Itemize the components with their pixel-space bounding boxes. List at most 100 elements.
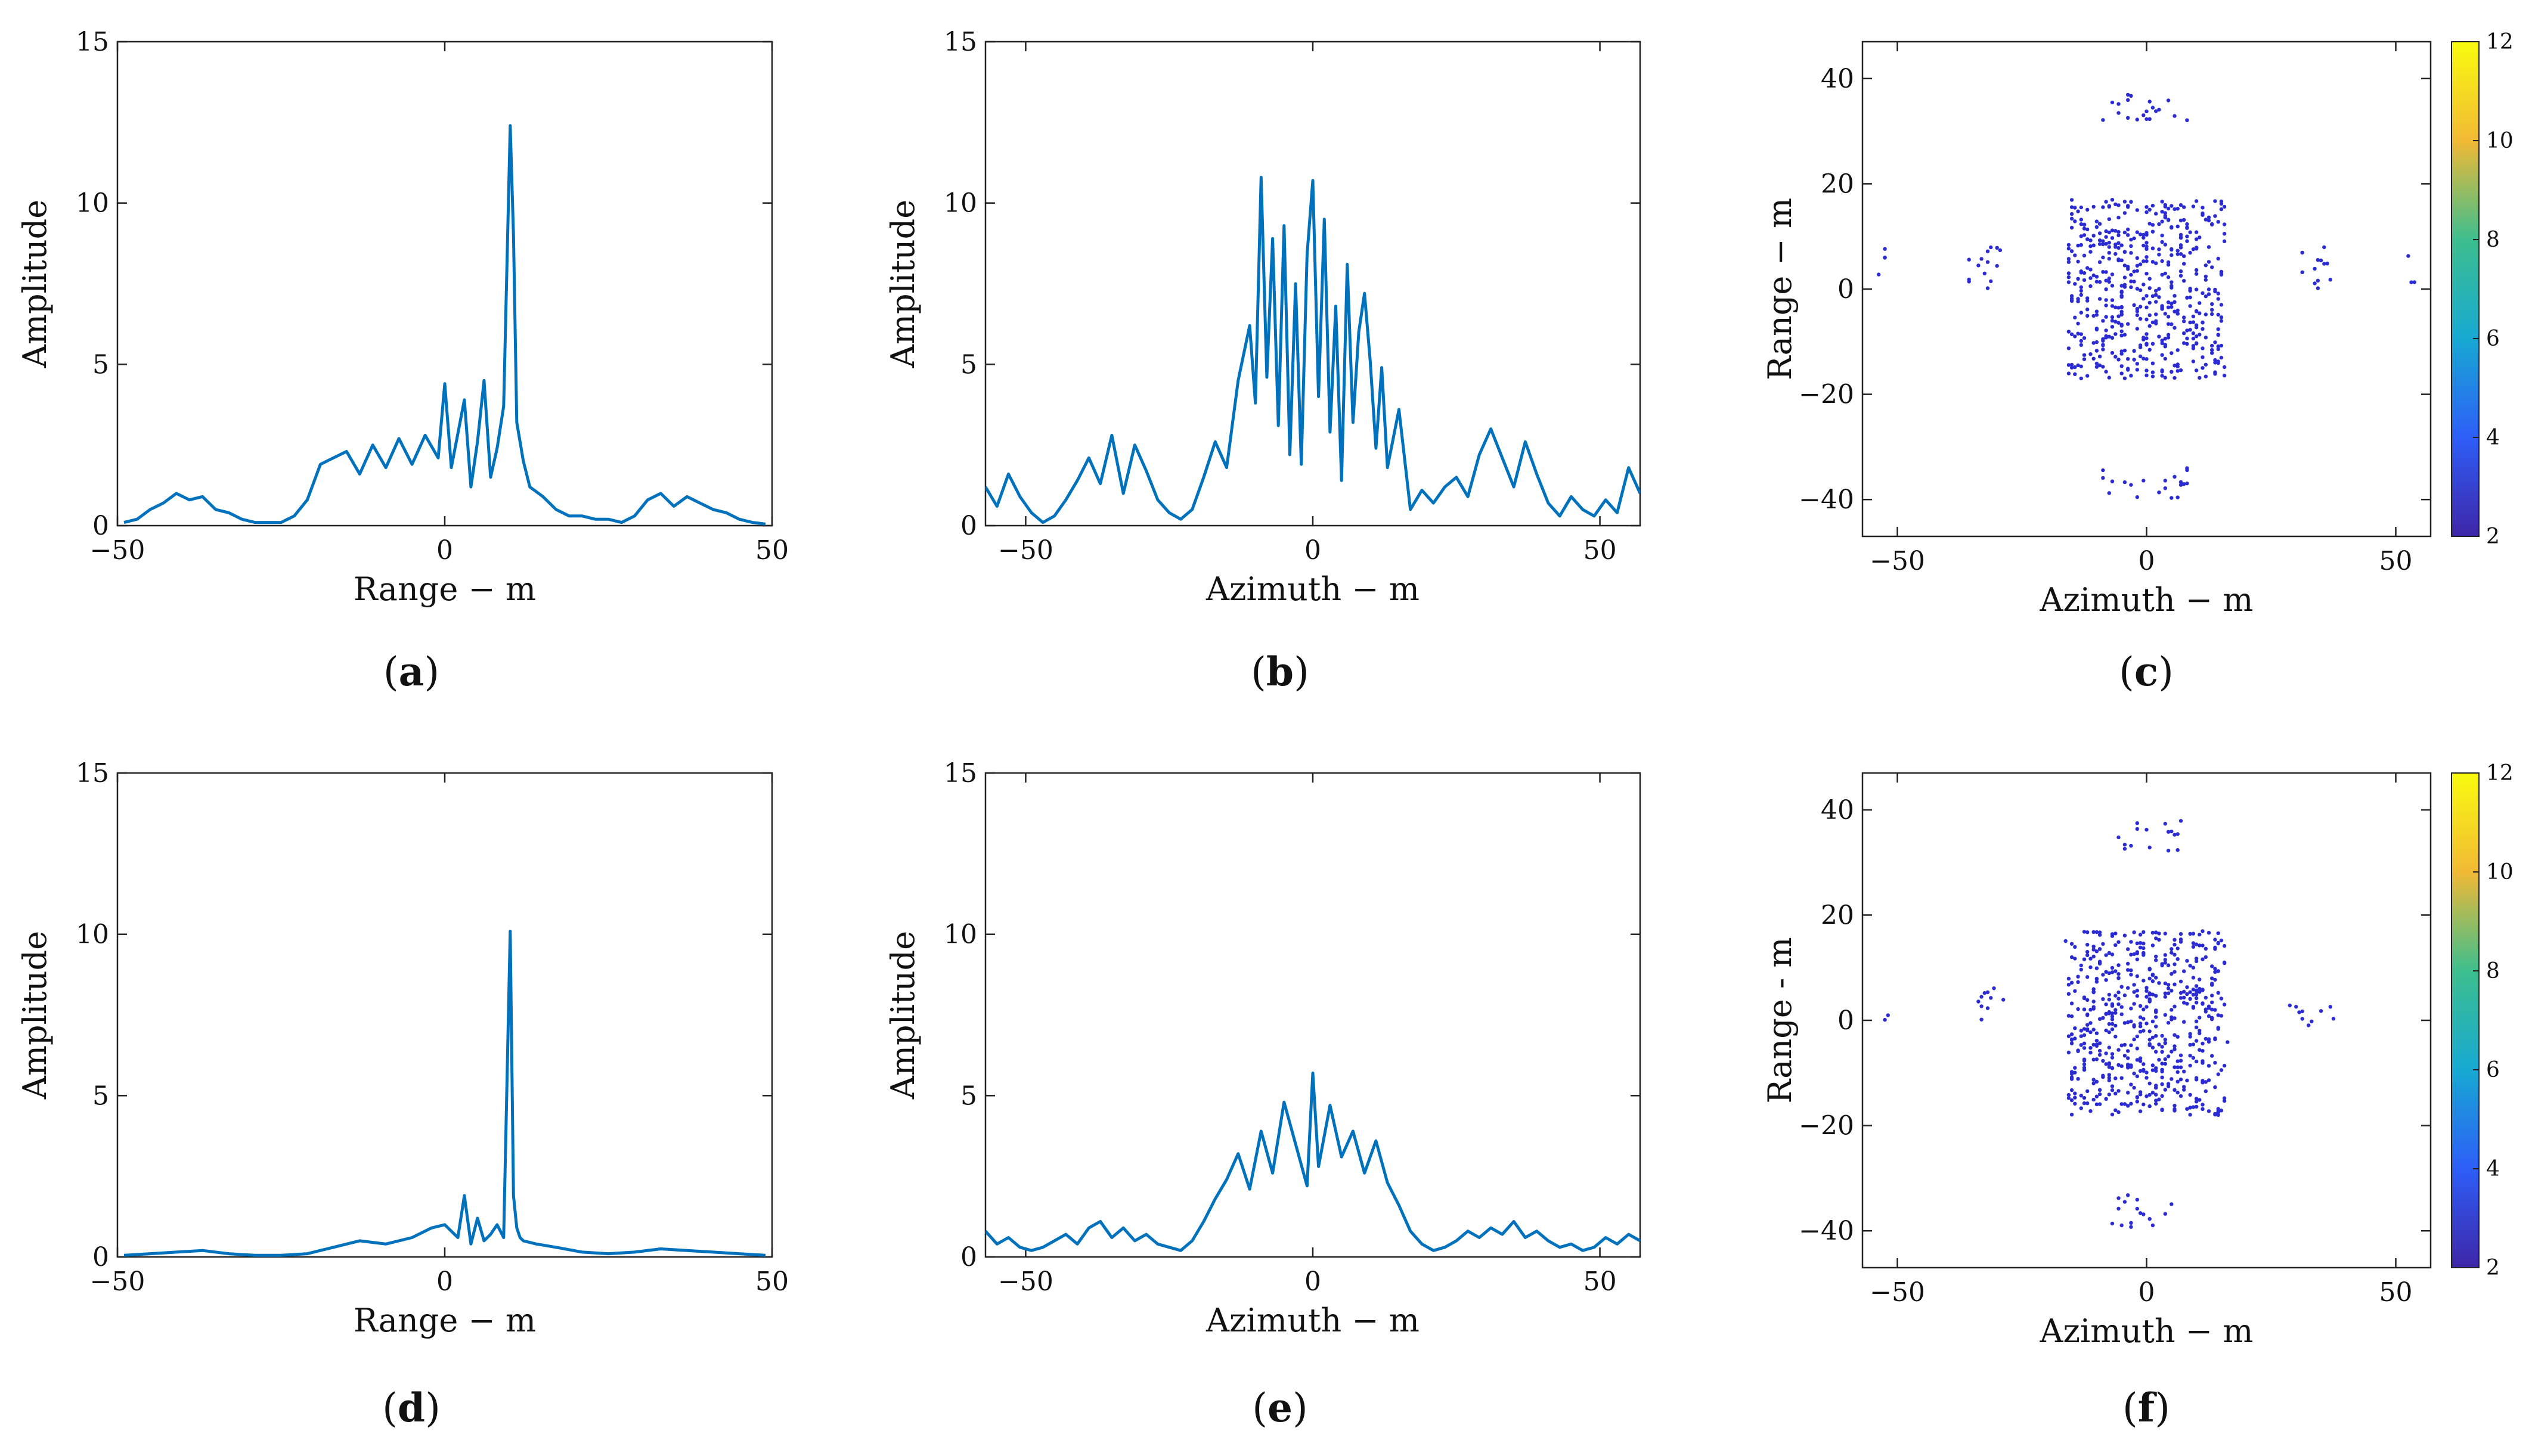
scatter-point	[2094, 365, 2099, 369]
y-tick-label: −40	[1799, 485, 1854, 515]
scatter-point	[2170, 204, 2174, 208]
scatter-point	[2163, 211, 2167, 215]
scatter-point	[2166, 275, 2171, 280]
scatter-point	[2066, 1014, 2071, 1018]
scatter-point	[2126, 1049, 2130, 1053]
scatter-point	[2210, 343, 2214, 348]
scatter-point	[2094, 1057, 2099, 1061]
scatter-point	[2069, 212, 2074, 216]
scatter-point	[2138, 1069, 2143, 1073]
scatter-point	[2135, 827, 2139, 831]
y-tick-label: 5	[960, 1081, 977, 1111]
scatter-point	[1982, 991, 1986, 995]
scatter-point	[2194, 341, 2199, 345]
colorbar-tick-label: 8	[2486, 228, 2500, 252]
scatter-point	[2135, 1197, 2139, 1202]
scatter-point	[2216, 333, 2220, 337]
scatter-point	[2157, 937, 2161, 942]
scatter-point	[2182, 279, 2186, 283]
scatter-point	[2173, 364, 2177, 368]
scatter-point	[2138, 945, 2143, 949]
scatter-point	[2178, 996, 2183, 1000]
scatter-point	[2213, 945, 2217, 950]
scatter-point	[2094, 309, 2099, 313]
scatter-point	[2154, 976, 2158, 980]
scatter-point	[2191, 359, 2196, 364]
scatter-point	[2185, 222, 2189, 226]
scatter-point	[2331, 1017, 2336, 1021]
scatter-point	[2288, 1003, 2292, 1008]
colorbar-tick-label: 2	[2486, 1256, 2500, 1280]
scatter-point	[2135, 1100, 2139, 1104]
scatter-point	[2157, 1097, 2161, 1101]
scatter-point	[2144, 109, 2149, 113]
scatter-point	[2101, 319, 2105, 323]
colorbar-tick-label: 12	[2486, 30, 2514, 54]
scatter-point	[2210, 222, 2214, 226]
scatter-point	[2073, 253, 2077, 257]
scatter-point	[1877, 272, 1881, 277]
scatter-point	[2094, 980, 2099, 984]
scatter-point	[2094, 1094, 2099, 1099]
scatter-point	[2166, 305, 2171, 309]
scatter-point	[2310, 1019, 2314, 1024]
x-tick-label: 0	[2139, 1277, 2155, 1308]
scatter-point	[2116, 972, 2121, 976]
scatter-point	[1985, 990, 1990, 995]
scatter-point	[2194, 942, 2199, 946]
scatter-point	[2097, 947, 2102, 951]
scatter-point	[2157, 295, 2161, 299]
scatter-point	[2219, 1109, 2224, 1113]
scatter-point	[2194, 247, 2199, 251]
scatter-point	[2144, 241, 2149, 245]
scatter-point	[1967, 257, 1971, 262]
scatter-point	[2210, 1054, 2214, 1058]
scatter-point	[2069, 1098, 2074, 1103]
scatter-point	[2079, 269, 2083, 274]
scatter-point	[2073, 945, 2077, 949]
scatter-point	[2129, 1043, 2133, 1048]
scatter-point	[2191, 320, 2196, 324]
scatter-point	[2076, 980, 2080, 985]
scatter-point	[2135, 269, 2139, 273]
scatter-point	[2188, 250, 2192, 255]
scatter-point	[2069, 1001, 2074, 1005]
scatter-point	[2113, 305, 2118, 309]
scatter-point	[2082, 336, 2087, 340]
scatter-point	[2069, 225, 2074, 230]
scatter-point	[2166, 986, 2171, 991]
scatter-point	[2201, 211, 2205, 216]
scatter-point	[2076, 974, 2080, 979]
scatter-point	[2185, 468, 2189, 472]
scatter-point	[2185, 225, 2189, 229]
scatter-point	[2175, 308, 2180, 313]
scatter-point	[2144, 1070, 2149, 1075]
scatter-point	[2173, 970, 2177, 974]
scatter-point	[2300, 1009, 2304, 1014]
scatter-point	[2204, 955, 2208, 960]
y-tick-label: −20	[1799, 1111, 1854, 1141]
scatter-point	[2182, 341, 2186, 345]
scatter-point	[2129, 374, 2133, 378]
scatter-point	[2069, 205, 2074, 209]
scatter-point	[2091, 1081, 2096, 1086]
x-tick-label: −50	[998, 1266, 1053, 1297]
scatter-point	[2144, 336, 2149, 340]
scatter-point	[2122, 993, 2127, 998]
scatter-point	[2154, 1069, 2158, 1073]
scatter-point	[2166, 1020, 2171, 1025]
scatter-point	[2201, 346, 2205, 350]
scatter-point	[1883, 256, 1887, 260]
scatter-point	[2135, 994, 2139, 998]
scatter-point	[2085, 227, 2090, 232]
scatter-point	[2170, 951, 2174, 955]
scatter-point	[2088, 352, 2093, 356]
scatter-point	[2191, 247, 2196, 252]
scatter-point	[2119, 1043, 2124, 1048]
scatter-point	[2104, 315, 2108, 319]
scatter-point	[1985, 286, 1990, 290]
scatter-point	[2166, 1084, 2171, 1089]
caption-open-paren: (	[383, 649, 399, 695]
scatter-point	[2150, 1223, 2155, 1228]
scatter-point	[2316, 258, 2320, 262]
